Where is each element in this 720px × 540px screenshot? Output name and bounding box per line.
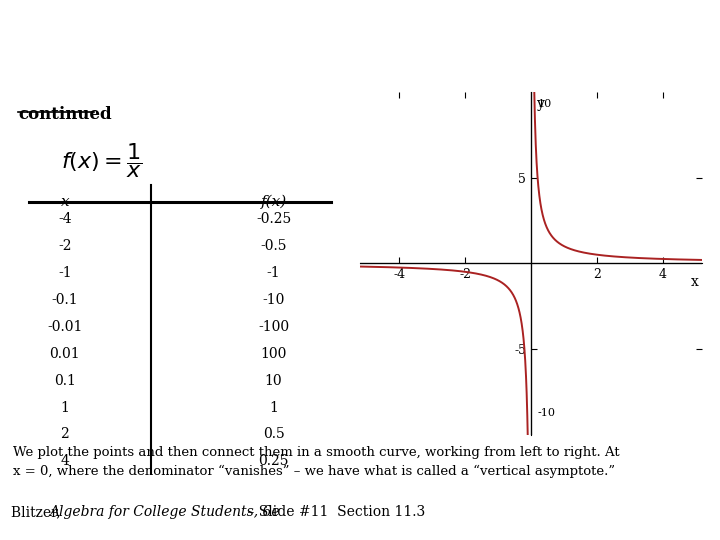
Text: x: x [690, 275, 698, 289]
Text: -100: -100 [258, 320, 289, 334]
Text: 0.01: 0.01 [50, 347, 80, 361]
Text: -0.01: -0.01 [47, 320, 83, 334]
Text: -0.25: -0.25 [256, 212, 291, 226]
Text: -0.1: -0.1 [52, 293, 78, 307]
Text: -4: -4 [58, 212, 71, 226]
Text: -2: -2 [58, 239, 71, 253]
Text: -1: -1 [58, 266, 71, 280]
Text: Blitzer,: Blitzer, [11, 505, 65, 519]
Text: 2: 2 [60, 428, 69, 442]
Text: 10: 10 [265, 374, 282, 388]
Text: 4: 4 [60, 454, 69, 468]
Text: We plot the points and then connect them in a smooth curve, working from left to: We plot the points and then connect them… [13, 446, 620, 478]
Text: -10: -10 [538, 408, 556, 417]
Text: -0.5: -0.5 [261, 239, 287, 253]
Text: $f\left(x\right)=\dfrac{1}{x}$: $f\left(x\right)=\dfrac{1}{x}$ [61, 141, 143, 180]
Text: -1: -1 [267, 266, 280, 280]
Text: continued: continued [18, 106, 112, 123]
Text: 0.5: 0.5 [263, 428, 284, 442]
Text: 0.25: 0.25 [258, 454, 289, 468]
Text: y: y [537, 97, 545, 111]
Text: 1: 1 [60, 401, 69, 415]
Text: 10: 10 [538, 99, 552, 109]
Text: Algebra for College Students, 6e: Algebra for College Students, 6e [49, 505, 279, 519]
Text: 0.1: 0.1 [54, 374, 76, 388]
Text: 100: 100 [261, 347, 287, 361]
Text: f(x): f(x) [261, 194, 287, 209]
Text: -10: -10 [262, 293, 285, 307]
Text: – Slide #11  Section 11.3: – Slide #11 Section 11.3 [243, 505, 426, 519]
Text: x: x [60, 194, 69, 208]
Text: Graphing Rational Functions: Graphing Rational Functions [11, 18, 459, 49]
Text: 1: 1 [269, 401, 278, 415]
